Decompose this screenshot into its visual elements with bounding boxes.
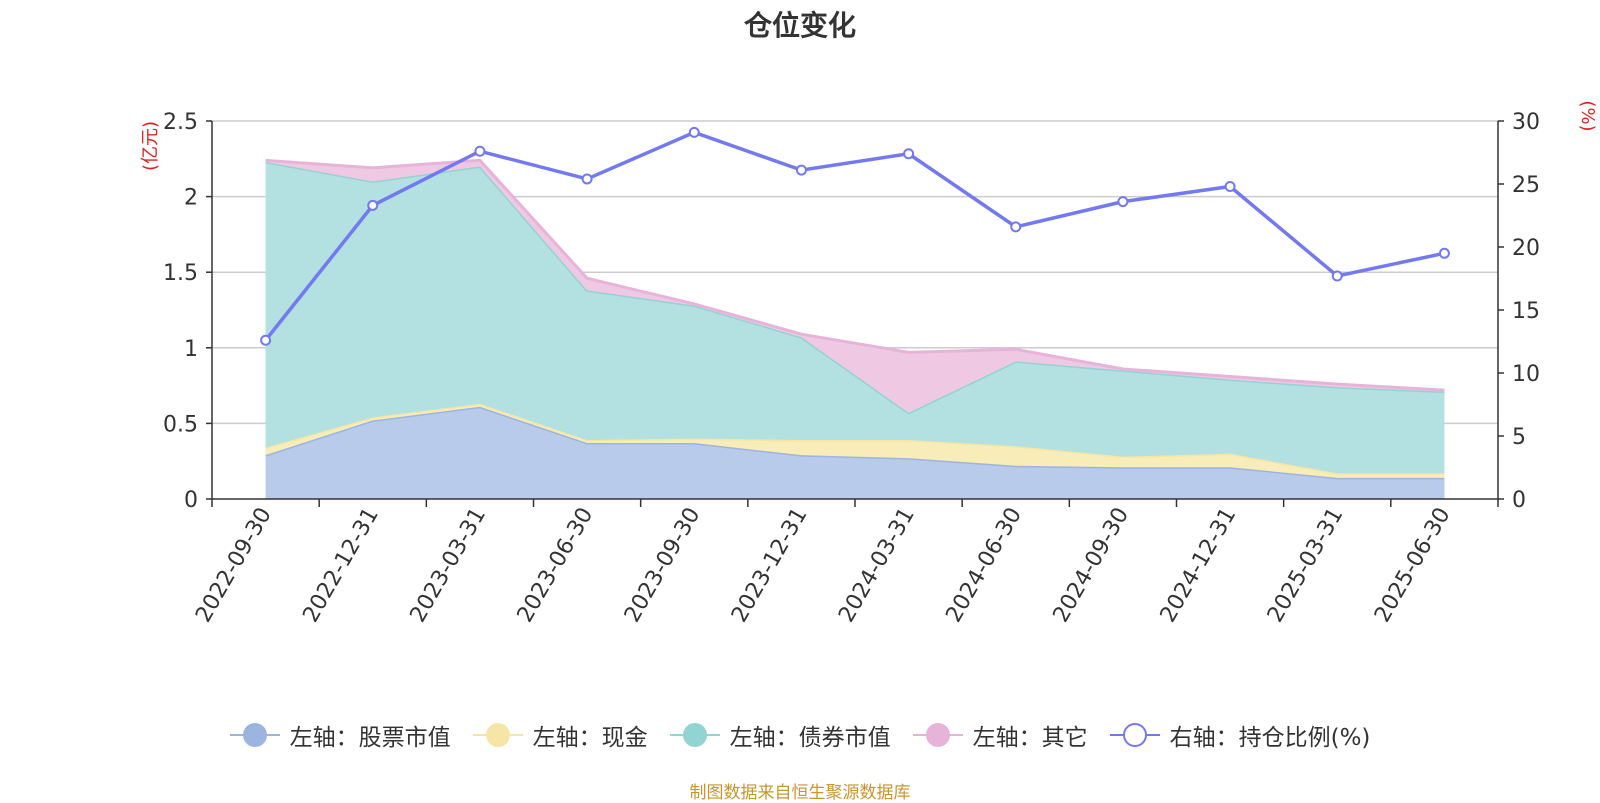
legend-label: 左轴：其它: [972, 725, 1088, 751]
legend-swatch-icon: [912, 722, 963, 748]
legend-swatch-icon: [472, 722, 523, 748]
x-tick-label: 2025-06-30: [1370, 504, 1456, 627]
legend-swatch-icon: [229, 722, 280, 748]
legend-swatch-icon: [669, 722, 720, 748]
area-e8b3d9: [265, 160, 1445, 413]
legend-item[interactable]: 左轴：现金: [472, 718, 648, 752]
x-tick-label: 2024-09-30: [1049, 504, 1135, 627]
ratio-line-series: [260, 126, 1450, 346]
source-note: 制图数据来自恒生聚源数据库: [689, 783, 911, 803]
ratio-point[interactable]: [367, 199, 379, 211]
legend-label: 左轴：债券市值: [729, 725, 891, 751]
right-axis-unit: (%): [1577, 100, 1598, 131]
left-tick-label: 0.5: [163, 412, 198, 437]
left-tick-label: 0: [184, 488, 198, 513]
chart-title: 仓位变化: [743, 9, 856, 42]
ratio-line: [264, 130, 1445, 342]
x-tick-label: 2024-12-31: [1156, 504, 1242, 627]
legend-item[interactable]: 左轴：其它: [912, 718, 1088, 752]
x-tick-label: 2022-09-30: [191, 504, 277, 627]
ratio-point[interactable]: [581, 173, 593, 185]
x-tick-label: 2025-03-31: [1263, 504, 1349, 627]
x-tick-label: 2023-06-30: [513, 504, 599, 627]
legend-label: 左轴：股票市值: [289, 725, 451, 751]
legend-item[interactable]: 左轴：股票市值: [229, 718, 451, 752]
ratio-point[interactable]: [903, 148, 915, 160]
ratio-point[interactable]: [1331, 270, 1343, 282]
legend-item[interactable]: 左轴：债券市值: [669, 718, 891, 752]
x-tick-label: 2023-09-30: [620, 504, 706, 627]
legend-label: 右轴：持仓比例(%): [1169, 725, 1371, 751]
legend: 左轴：股票市值 左轴：现金 左轴：债券市值 左轴：其它 右轴：持仓比例(%): [0, 718, 1600, 752]
left-tick-label: 1.5: [163, 261, 198, 286]
ratio-point[interactable]: [474, 145, 486, 157]
x-tick-label: 2024-03-31: [834, 504, 920, 627]
area-series: [265, 158, 1445, 499]
ratio-point[interactable]: [795, 164, 807, 176]
right-tick-label: 15: [1512, 299, 1540, 324]
legend-swatch-icon: [1109, 722, 1160, 748]
legend-label: 左轴：现金: [532, 725, 648, 751]
ratio-point[interactable]: [1438, 247, 1450, 259]
ratio-point[interactable]: [1117, 196, 1129, 208]
right-tick-label: 25: [1512, 173, 1540, 198]
right-tick-label: 20: [1512, 236, 1540, 261]
left-axis-unit: (亿元): [140, 121, 161, 171]
area-92d3d4: [265, 161, 1445, 474]
left-tick-label: 2: [184, 186, 198, 211]
x-tick-label: 2022-12-31: [298, 504, 384, 627]
x-tick-label: 2024-06-30: [941, 504, 1027, 627]
legend-item[interactable]: 右轴：持仓比例(%): [1109, 718, 1371, 752]
area-9bb5e0: [265, 406, 1445, 499]
right-tick-label: 0: [1512, 488, 1526, 513]
right-tick-label: 5: [1512, 425, 1526, 450]
x-tick-label: 2023-03-31: [406, 504, 492, 627]
ratio-point[interactable]: [1010, 221, 1022, 233]
x-tick-label: 2023-12-31: [727, 504, 813, 627]
ratio-point[interactable]: [260, 334, 272, 346]
left-tick-label: 1: [184, 337, 198, 362]
ratio-point[interactable]: [688, 126, 700, 138]
left-tick-label: 2.5: [163, 110, 198, 135]
ratio-point[interactable]: [1224, 181, 1236, 193]
right-tick-label: 30: [1512, 110, 1540, 135]
right-tick-label: 10: [1512, 362, 1540, 387]
